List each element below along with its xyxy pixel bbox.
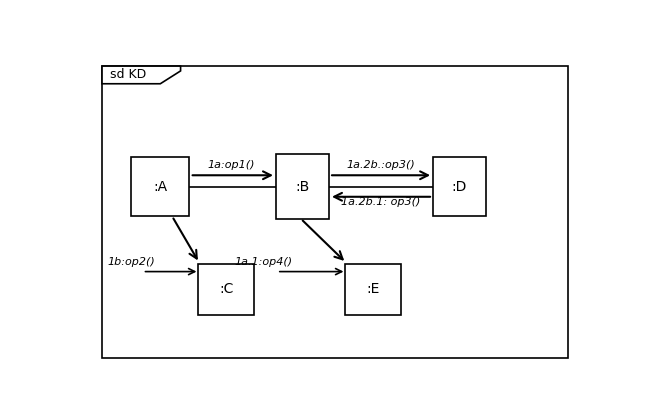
Bar xyxy=(433,157,486,216)
Text: :A: :A xyxy=(153,179,167,193)
Text: 1a.1:op4(): 1a.1:op4() xyxy=(234,257,292,267)
Polygon shape xyxy=(102,66,181,84)
Bar xyxy=(345,264,401,315)
Text: :E: :E xyxy=(366,282,380,296)
Text: :C: :C xyxy=(219,282,233,296)
Text: 1a.2b.1: op3(): 1a.2b.1: op3() xyxy=(341,197,421,207)
Bar xyxy=(198,264,254,315)
Bar xyxy=(275,154,329,219)
Text: :D: :D xyxy=(452,179,467,193)
Text: 1a:op1(): 1a:op1() xyxy=(207,160,255,170)
Text: 1b:op2(): 1b:op2() xyxy=(107,257,155,267)
Text: sd KD: sd KD xyxy=(110,68,146,81)
Text: 1a.2b.:op3(): 1a.2b.:op3() xyxy=(347,160,415,170)
Text: :B: :B xyxy=(295,179,309,193)
Bar xyxy=(131,157,190,216)
